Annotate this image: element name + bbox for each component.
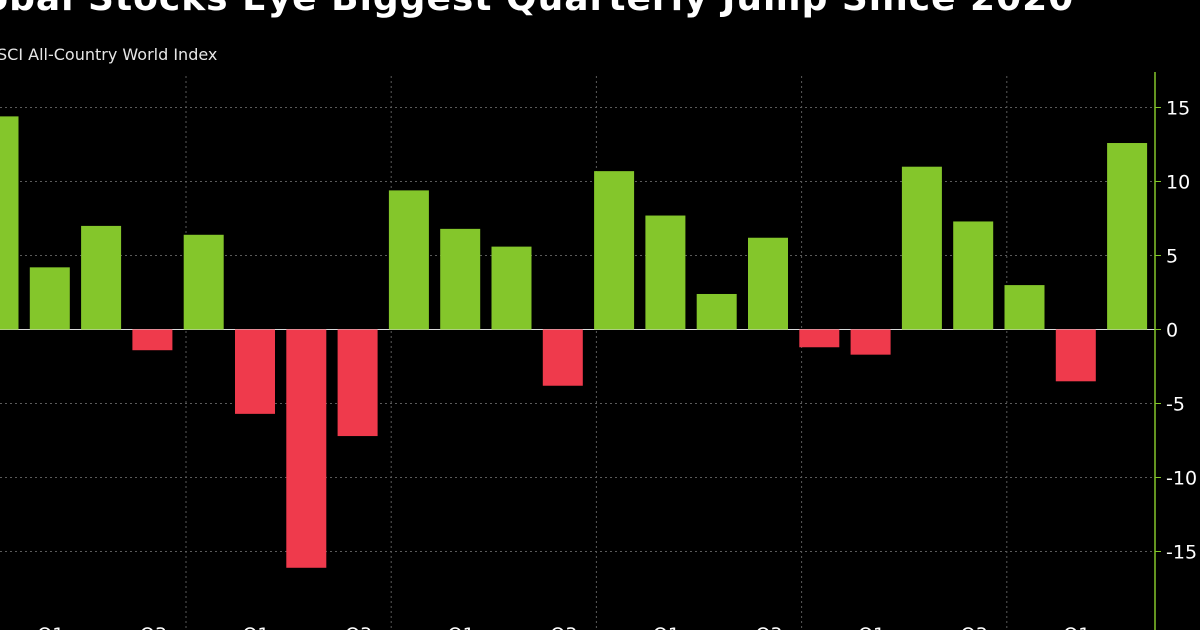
bar bbox=[132, 329, 173, 351]
y-tick-label: 5 bbox=[1166, 246, 1178, 268]
bar bbox=[235, 329, 275, 414]
y-axis-ticks: 15 10 5 0 -5 -10 -15 bbox=[1155, 98, 1197, 564]
x-tick-label: Q3 bbox=[550, 624, 577, 630]
y-tick-label: 15 bbox=[1166, 98, 1190, 120]
bar bbox=[388, 190, 429, 330]
chart-subtitle: SCI All-Country World Index bbox=[0, 45, 218, 64]
chart-title: lobal Stocks Eye Biggest Quarterly Jump … bbox=[0, 0, 1074, 19]
y-tick-label: 0 bbox=[1166, 320, 1178, 342]
y-tick-label: -15 bbox=[1166, 542, 1197, 564]
bar bbox=[901, 166, 942, 330]
x-tick-label: Q3 bbox=[140, 624, 167, 630]
y-tick-label: -5 bbox=[1166, 394, 1185, 416]
bar bbox=[1107, 143, 1148, 330]
bar bbox=[799, 329, 840, 348]
y-tick-label: 10 bbox=[1166, 172, 1190, 194]
x-tick-label: Q1 bbox=[242, 624, 269, 630]
bar bbox=[29, 267, 70, 330]
bar bbox=[1055, 329, 1096, 382]
x-tick-label: Q3 bbox=[961, 624, 988, 630]
bar bbox=[696, 293, 737, 330]
x-axis-ticks: Q1 Q3 Q1 Q3 Q1 Q3 Q1 Q3 Q1 Q3 Q1 bbox=[37, 624, 1090, 630]
bar bbox=[1004, 285, 1045, 330]
bar bbox=[183, 234, 224, 330]
bar bbox=[81, 225, 122, 330]
y-tick-label: -10 bbox=[1166, 468, 1197, 490]
bar bbox=[440, 228, 481, 330]
bar bbox=[594, 171, 635, 330]
bar bbox=[0, 116, 19, 330]
x-tick-label: Q1 bbox=[653, 624, 680, 630]
bar bbox=[953, 221, 994, 330]
x-tick-label: Q3 bbox=[755, 624, 782, 630]
bar bbox=[286, 329, 327, 568]
grid-lines bbox=[0, 76, 1155, 630]
x-tick-label: Q1 bbox=[858, 624, 885, 630]
bar bbox=[645, 215, 686, 330]
x-tick-label: Q3 bbox=[345, 624, 372, 630]
x-tick-label: Q1 bbox=[37, 624, 64, 630]
x-tick-label: Q1 bbox=[448, 624, 475, 630]
bar bbox=[850, 329, 891, 355]
bar bbox=[542, 329, 583, 386]
bars bbox=[0, 116, 1148, 568]
bar bbox=[491, 246, 532, 330]
bar bbox=[337, 329, 378, 437]
bar bbox=[748, 237, 788, 330]
x-tick-label: Q1 bbox=[1063, 624, 1090, 630]
